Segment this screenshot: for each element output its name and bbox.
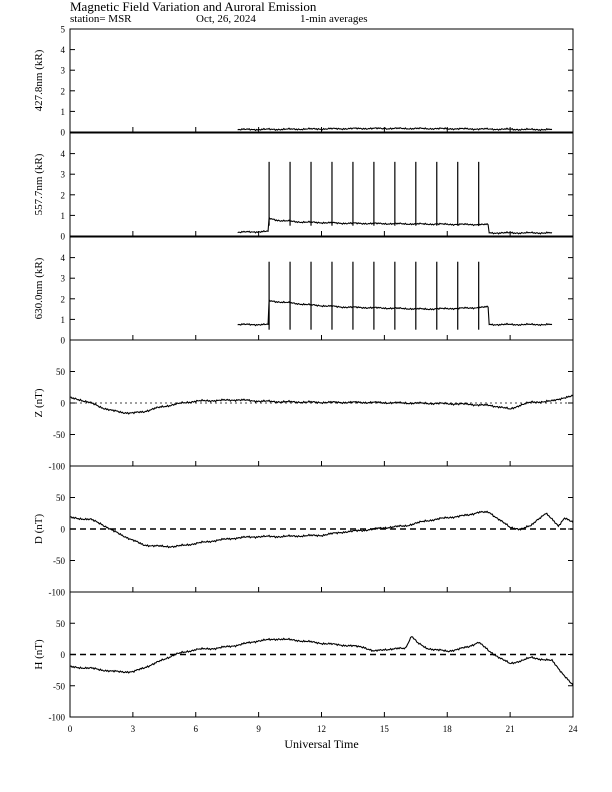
y-tick-label: -50 <box>53 430 65 440</box>
panel-630: 0 1 2 3 4 630.0nm (kR) <box>33 236 574 346</box>
x-tick-label: 9 <box>256 724 261 734</box>
y-tick-label: 2 <box>61 294 66 304</box>
y-tick-label: 1 <box>61 107 66 117</box>
y-tick-label: 0 <box>61 232 66 242</box>
y-tick-label: -100 <box>49 588 66 598</box>
y-tick-label: 3 <box>61 66 66 76</box>
y-tick-label: 1 <box>61 315 66 325</box>
panel-frame <box>69 132 574 237</box>
y-tick-label: 3 <box>61 274 66 284</box>
x-tick-label: 18 <box>443 724 453 734</box>
y-axis-label: Z (nT) <box>33 388 45 417</box>
series-line <box>69 636 574 686</box>
y-tick-label: 0 <box>61 650 66 660</box>
y-tick-label: -50 <box>53 556 65 566</box>
y-tick-label: -100 <box>49 462 66 472</box>
station-label: station= MSR <box>70 13 132 25</box>
y-tick-label: 0 <box>61 336 66 346</box>
x-tick-label: 15 <box>380 724 390 734</box>
x-tick-label: 21 <box>506 724 515 734</box>
series-line <box>69 510 574 549</box>
panel-Z: -100 -50 0 50 Z (nT) <box>33 339 574 472</box>
y-tick-label: 3 <box>61 170 66 180</box>
panel-557: 0 1 2 3 4 557.7nm (kR) <box>33 132 574 242</box>
y-tick-label: 1 <box>61 211 66 221</box>
y-tick-label: -50 <box>53 681 65 691</box>
y-tick-label: 2 <box>61 86 66 96</box>
x-tick-label: 12 <box>317 724 326 734</box>
y-tick-label: 50 <box>56 493 66 503</box>
averaging-label: 1-min averages <box>300 13 368 25</box>
y-axis-label: H (nT) <box>33 639 45 670</box>
y-tick-label: 50 <box>56 367 66 377</box>
y-tick-label: 4 <box>61 45 66 55</box>
x-tick-label: 24 <box>569 724 579 734</box>
y-tick-label: 0 <box>61 399 66 409</box>
y-tick-label: 4 <box>61 253 66 263</box>
y-axis-label: 557.7nm (kR) <box>33 153 45 215</box>
series-line <box>69 394 574 415</box>
y-tick-label: 5 <box>61 25 66 35</box>
y-axis-label: 427.8nm (kR) <box>33 49 45 111</box>
y-tick-label: -100 <box>49 713 66 723</box>
y-axis-label: 630.0nm (kR) <box>33 257 45 319</box>
panel-H: -100 -50 0 50 H (nT) <box>33 591 574 723</box>
chart-title: Magnetic Field Variation and Auroral Emi… <box>70 0 317 14</box>
y-tick-label: 4 <box>61 149 66 159</box>
y-tick-label: 0 <box>61 525 66 535</box>
y-tick-label: 2 <box>61 190 66 200</box>
date-label: Oct, 26, 2024 <box>196 13 256 25</box>
panel-D: -100 -50 0 50 D (nT) <box>33 465 574 598</box>
y-tick-label: 0 <box>61 128 66 138</box>
x-tick-label: 3 <box>131 724 136 734</box>
panel-frame <box>69 28 574 133</box>
series-line <box>237 126 553 132</box>
x-tick-label: 0 <box>68 724 73 734</box>
panel-427: 0 1 2 3 4 5 427.8nm (kR) <box>33 25 574 138</box>
y-axis-label: D (nT) <box>33 514 45 545</box>
y-tick-label: 50 <box>56 619 66 629</box>
x-axis-label: Universal Time <box>284 737 358 751</box>
x-tick-label: 6 <box>194 724 199 734</box>
